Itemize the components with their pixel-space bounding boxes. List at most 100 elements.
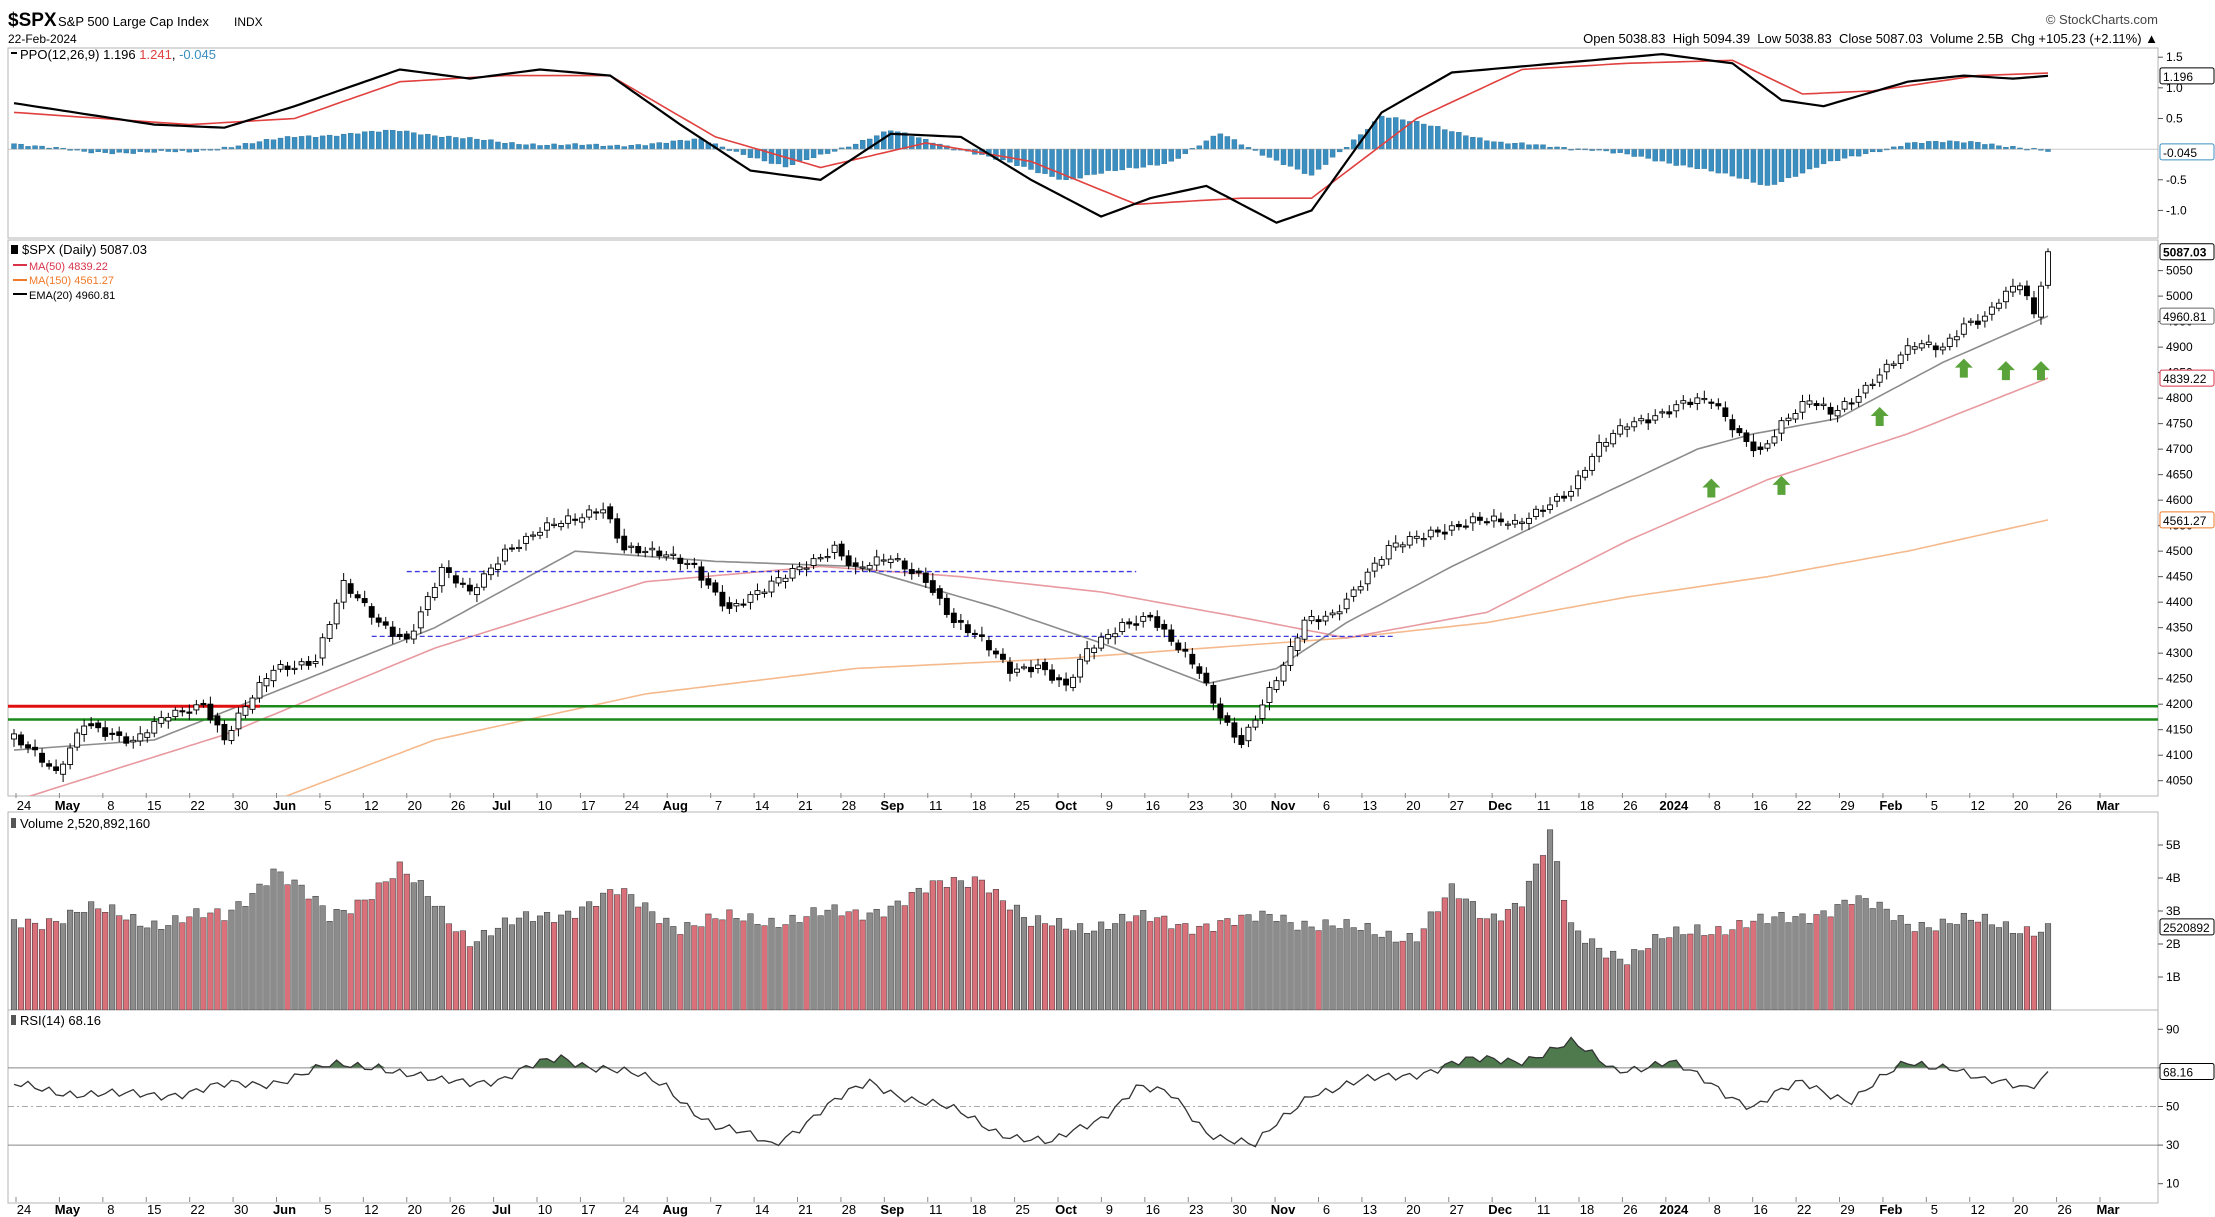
candle-body <box>1981 315 1988 322</box>
price-tick-label: 4900 <box>2166 340 2193 354</box>
candle-body <box>466 584 473 592</box>
candle-body <box>319 637 326 659</box>
candle-body <box>305 660 312 666</box>
volume-bar <box>775 927 782 1010</box>
ppo-histogram-bar <box>1841 148 1848 159</box>
volume-bar <box>901 905 908 1010</box>
candle <box>1238 727 1245 749</box>
candle <box>417 606 424 634</box>
date-axis-upper-label: Jul <box>492 798 511 813</box>
volume-bar <box>102 912 109 1010</box>
rsi-line <box>13 1036 2049 1148</box>
price-tick-label: 4200 <box>2166 697 2193 711</box>
candle-body <box>263 678 270 687</box>
volume-bar <box>319 905 326 1010</box>
candle-body <box>1371 562 1378 572</box>
ppo-histogram-bar <box>1210 135 1217 150</box>
candle <box>347 578 354 598</box>
candle <box>1596 434 1603 463</box>
volume-bar <box>1357 930 1364 1010</box>
candle <box>263 673 270 693</box>
candle-body <box>1294 637 1301 651</box>
volume-bar <box>2002 921 2009 1010</box>
date-axis-upper-label: Dec <box>1488 798 1512 813</box>
volume-bar <box>2044 923 2052 1010</box>
candle-body <box>971 632 978 636</box>
volume-bar <box>1729 929 1736 1010</box>
candle <box>1070 674 1077 692</box>
ppo-histogram-bar <box>1940 142 1946 150</box>
candle <box>1301 616 1308 644</box>
volume-bar <box>1385 930 1392 1010</box>
date-axis-lower-label: Jul <box>492 1202 511 1217</box>
candle-body <box>25 744 31 749</box>
date-axis-lower-label: 5 <box>1931 1202 1938 1217</box>
volume-bar <box>1680 934 1687 1010</box>
candle <box>431 582 438 601</box>
date-axis-upper-label: 11 <box>929 798 943 813</box>
price-tick-label: 4400 <box>2166 595 2193 609</box>
volume-bar <box>1427 911 1434 1010</box>
ppo-histogram-bar <box>831 148 838 152</box>
ppo-histogram-bar <box>1827 148 1834 162</box>
date-axis-lower-label: Aug <box>663 1202 688 1217</box>
date-axis-upper-label: 13 <box>1363 798 1377 813</box>
candle-body <box>1490 515 1497 522</box>
date-axis-lower-label: 18 <box>1580 1202 1594 1217</box>
ppo-panel-frame <box>7 47 2159 239</box>
candle <box>1554 493 1560 508</box>
candle-body <box>586 509 593 518</box>
volume-bar <box>67 909 74 1010</box>
volume-bar <box>628 894 635 1010</box>
date-axis-upper-label: 20 <box>408 798 422 813</box>
ppo-histogram-bar <box>1743 148 1750 180</box>
ppo-legend: PPO(12,26,9) 1.196 1.241, -0.045 <box>20 47 216 62</box>
candle-body <box>1827 406 1834 415</box>
candle <box>1448 521 1455 536</box>
volume-bar <box>1771 916 1778 1010</box>
volume-bar <box>1392 941 1399 1010</box>
candle <box>2038 281 2044 325</box>
candle-body <box>1652 415 1659 421</box>
candle-body <box>1778 420 1785 434</box>
date-axis-lower-label: Sep <box>880 1202 904 1217</box>
ppo-histogram-bar <box>1989 143 1995 150</box>
candle-body <box>677 557 684 564</box>
candle <box>1701 390 1708 404</box>
ppo-histogram-bar <box>460 138 466 150</box>
date-axis-upper-label: 26 <box>451 798 465 813</box>
candle <box>1357 580 1364 594</box>
date-axis-upper-label: 18 <box>1580 798 1594 813</box>
candle-body <box>1343 598 1350 610</box>
volume-bar <box>1666 937 1673 1010</box>
ppo-histogram-bar <box>397 131 403 150</box>
ppo-histogram-bar <box>1890 146 1897 150</box>
volume-bar <box>1112 923 1119 1010</box>
candle-body <box>1743 432 1750 442</box>
ppo-histogram-bar <box>1652 148 1658 162</box>
candle <box>775 570 782 587</box>
candle-body <box>565 515 572 524</box>
volume-bar <box>480 930 487 1010</box>
ppo-histogram-bar <box>1491 141 1497 150</box>
candle-body <box>32 746 38 751</box>
price-badge-ma150-box <box>2159 511 2215 529</box>
candle-body <box>74 732 81 748</box>
volume-bar <box>172 915 179 1010</box>
candle <box>1862 381 1869 399</box>
ppo-histogram-bar <box>284 136 291 150</box>
date-axis-lower-label: 30 <box>234 1202 248 1217</box>
ppo-histogram-bar <box>1456 132 1462 150</box>
volume-bar <box>270 868 277 1010</box>
volume-bar <box>761 925 768 1010</box>
volume-bar <box>789 914 796 1010</box>
volume-bar <box>333 909 340 1010</box>
candle <box>579 513 586 529</box>
date-axis-lower-label: 11 <box>1537 1202 1551 1217</box>
candle-body <box>1168 629 1175 642</box>
ppo-histogram-bar <box>1028 148 1034 170</box>
candle-body <box>516 546 522 550</box>
candle <box>1441 524 1448 540</box>
candle-body <box>340 580 347 603</box>
